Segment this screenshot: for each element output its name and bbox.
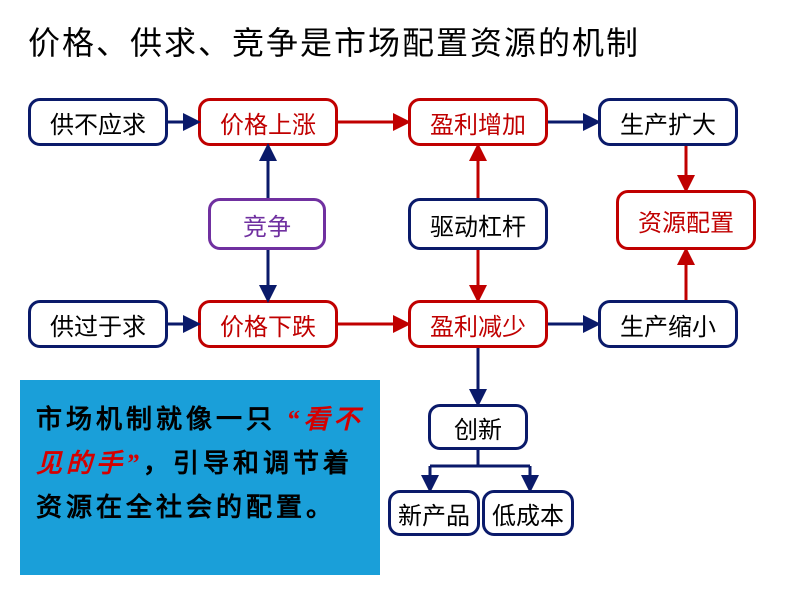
caption-box: 市场机制就像一只 “看不见的手”，引导和调节着资源在全社会的配置。 bbox=[20, 380, 380, 575]
node-supply_short: 供不应求 bbox=[28, 98, 168, 146]
node-resource: 资源配置 bbox=[616, 190, 756, 250]
node-profit_down: 盈利减少 bbox=[408, 300, 548, 348]
node-supply_over: 供过于求 bbox=[28, 300, 168, 348]
node-innovate: 创新 bbox=[428, 404, 528, 450]
node-competition: 竞争 bbox=[208, 198, 326, 250]
caption-line1: 市场机制就像一只 bbox=[36, 405, 276, 434]
node-price_down: 价格下跌 bbox=[198, 300, 338, 348]
node-new_product: 新产品 bbox=[388, 490, 480, 536]
node-price_up: 价格上涨 bbox=[198, 98, 338, 146]
node-prod_shrink: 生产缩小 bbox=[598, 300, 738, 348]
node-lever: 驱动杠杆 bbox=[408, 198, 548, 250]
node-low_cost: 低成本 bbox=[482, 490, 574, 536]
node-profit_up: 盈利增加 bbox=[408, 98, 548, 146]
page-title: 价格、供求、竞争是市场配置资源的机制 bbox=[28, 18, 640, 64]
node-prod_expand: 生产扩大 bbox=[598, 98, 738, 146]
